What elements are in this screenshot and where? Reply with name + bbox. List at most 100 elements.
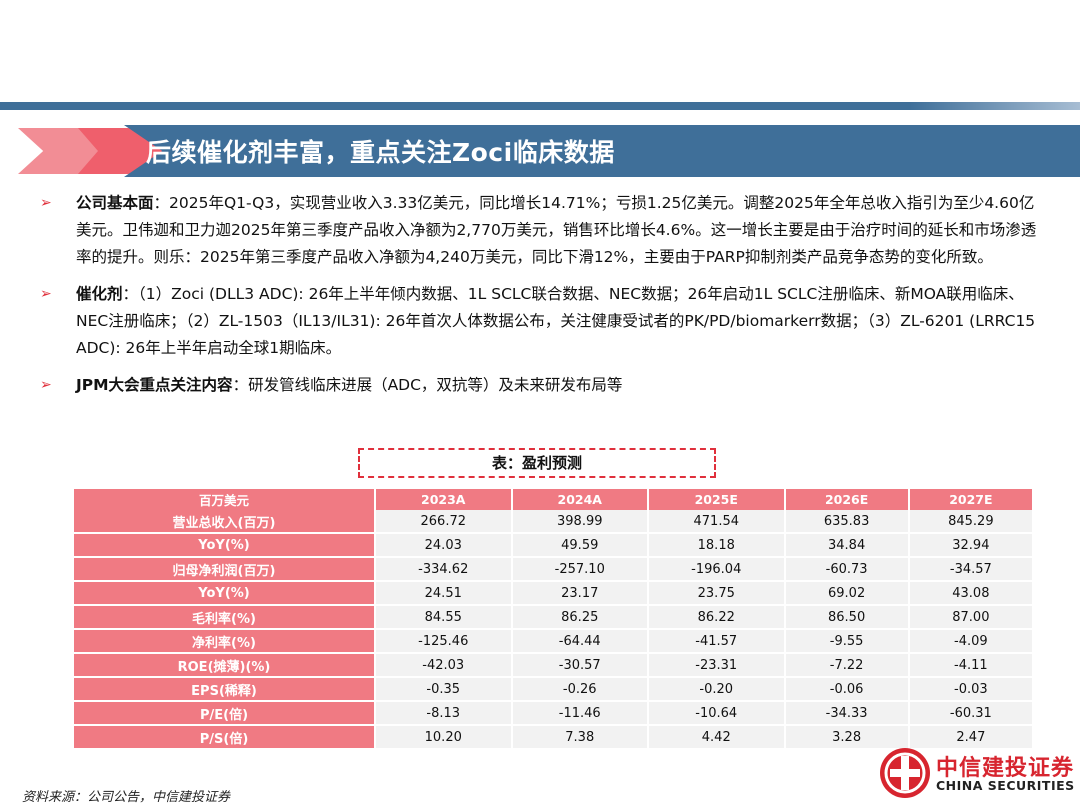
table-row: P/E(倍) -8.13 -11.46 -10.64 -34.33 -60.31 xyxy=(74,701,1035,726)
logo-emblem-icon xyxy=(880,748,930,798)
row-label: YoY(%) xyxy=(74,581,376,606)
header-cell: 2027E xyxy=(908,489,1035,510)
table-cell: -23.31 xyxy=(648,653,786,678)
table-cell: -41.57 xyxy=(648,629,786,654)
bullet-list: ➢ 公司基本面：2025年Q1-Q3，实现营业收入3.33亿美元，同比增长14.… xyxy=(40,190,1040,409)
table-cell: 18.18 xyxy=(648,533,786,558)
row-label: P/E(倍) xyxy=(74,701,376,726)
header-cell: 2024A xyxy=(511,489,649,510)
top-divider-bar xyxy=(0,102,1080,110)
arrow-bullet-icon: ➢ xyxy=(40,195,52,211)
bullet-catalysts: ➢ 催化剂：（1）Zoci (DLL3 ADC): 26年上半年倾内数据、1L … xyxy=(40,281,1040,362)
table-cell: 49.59 xyxy=(511,533,649,558)
table-cell: -125.46 xyxy=(375,629,513,654)
title-background xyxy=(124,125,1080,177)
table-cell: 34.84 xyxy=(784,533,910,558)
table-cell: -34.57 xyxy=(908,557,1035,582)
table-cell: -11.46 xyxy=(511,701,649,726)
table-cell: 24.03 xyxy=(375,533,513,558)
table-row: ROE(摊薄)(%) -42.03 -30.57 -23.31 -7.22 -4.11 xyxy=(74,653,1035,678)
table-cell: -257.10 xyxy=(511,557,649,582)
row-label: 毛利率(%) xyxy=(74,605,376,630)
table-cell: 86.50 xyxy=(784,605,910,630)
table-cell: 32.94 xyxy=(908,533,1035,558)
table-row: 营业总收入(百万) 266.72 398.99 471.54 635.83 845.29 xyxy=(74,510,1035,534)
header-cell: 百万美元 xyxy=(74,489,376,510)
table-cell: -0.03 xyxy=(908,677,1035,702)
table-cell: -0.20 xyxy=(648,677,786,702)
table-cell: 86.22 xyxy=(648,605,786,630)
table-cell: 24.51 xyxy=(375,581,513,606)
row-label: EPS(稀释) xyxy=(74,677,376,702)
arrow-bullet-icon: ➢ xyxy=(40,377,52,393)
table-cell: 43.08 xyxy=(908,581,1035,606)
table-cell: -9.55 xyxy=(784,629,910,654)
row-label: 归母净利润(百万) xyxy=(74,557,376,582)
table-cell: -30.57 xyxy=(511,653,649,678)
table-cell: 10.20 xyxy=(375,725,513,750)
bullet-label: 公司基本面 xyxy=(76,194,154,212)
bullet-label: JPM大会重点关注内容 xyxy=(76,376,233,394)
table-cell: 266.72 xyxy=(375,510,513,534)
table-cell: 471.54 xyxy=(648,510,786,534)
table-cell: -4.09 xyxy=(908,629,1035,654)
row-label: ROE(摊薄)(%) xyxy=(74,653,376,678)
header-cell: 2023A xyxy=(375,489,513,510)
table-row: 归母净利润(百万) -334.62 -257.10 -196.04 -60.73 -34.… xyxy=(74,557,1035,582)
header-cell: 2025E xyxy=(648,489,786,510)
table-row: P/S(倍) 10.20 7.38 4.42 3.28 2.47 xyxy=(74,725,1035,750)
slide-title: 后续催化剂丰富，重点关注Zoci临床数据 xyxy=(146,138,615,167)
table-caption: 表：盈利预测 xyxy=(358,448,716,478)
table-cell: 86.25 xyxy=(511,605,649,630)
table-row: 毛利率(%) 84.55 86.25 86.22 86.50 87.00 xyxy=(74,605,1035,630)
table-cell: -0.35 xyxy=(375,677,513,702)
top-divider-fade xyxy=(910,102,1080,110)
company-logo: 中信建投证券 CHINA SECURITIES xyxy=(880,746,1080,802)
table-cell: 4.42 xyxy=(648,725,786,750)
table-cell: 87.00 xyxy=(908,605,1035,630)
table-cell: -60.73 xyxy=(784,557,910,582)
table-cell: -42.03 xyxy=(375,653,513,678)
table-cell: -34.33 xyxy=(784,701,910,726)
bullet-label: 催化剂 xyxy=(76,285,123,303)
table-cell: 2.47 xyxy=(908,725,1035,750)
table-cell: -8.13 xyxy=(375,701,513,726)
row-label: P/S(倍) xyxy=(74,725,376,750)
table-cell: 69.02 xyxy=(784,581,910,606)
logo-chinese-text: 中信建投证券 xyxy=(936,755,1075,781)
table-row: YoY(%) 24.51 23.17 23.75 69.02 43.08 xyxy=(74,581,1035,606)
table-cell: -10.64 xyxy=(648,701,786,726)
table-row: 净利率(%) -125.46 -64.44 -41.57 -9.55 -4.09 xyxy=(74,629,1035,654)
arrow-bullet-icon: ➢ xyxy=(40,286,52,302)
table-cell: 23.17 xyxy=(511,581,649,606)
table-row: YoY(%) 24.03 49.59 18.18 34.84 32.94 xyxy=(74,533,1035,558)
table-cell: 3.28 xyxy=(784,725,910,750)
table-cell: 84.55 xyxy=(375,605,513,630)
bullet-text: ：（1）Zoci (DLL3 ADC): 26年上半年倾内数据、1L SCLC联… xyxy=(76,285,1036,357)
bullet-jpm: ➢ JPM大会重点关注内容：研发管线临床进展（ADC，双抗等）及未来研发布局等 xyxy=(40,372,1040,399)
table-row: EPS(稀释) -0.35 -0.26 -0.20 -0.06 -0.03 xyxy=(74,677,1035,702)
table-cell: 845.29 xyxy=(908,510,1035,534)
row-label: 营业总收入(百万) xyxy=(74,510,376,534)
table-cell: -7.22 xyxy=(784,653,910,678)
table-cell: 635.83 xyxy=(784,510,910,534)
earnings-forecast-table: 百万美元 2023A 2024A 2025E 2026E 2027E 营业总收入… xyxy=(74,489,1035,750)
table-cell: -64.44 xyxy=(511,629,649,654)
header-cell: 2026E xyxy=(784,489,910,510)
table-cell: 398.99 xyxy=(511,510,649,534)
row-label: YoY(%) xyxy=(74,533,376,558)
table-cell: -4.11 xyxy=(908,653,1035,678)
table-cell: -60.31 xyxy=(908,701,1035,726)
table-header-row: 百万美元 2023A 2024A 2025E 2026E 2027E xyxy=(74,489,1035,510)
table-cell: -0.26 xyxy=(511,677,649,702)
slide-title-banner: 后续催化剂丰富，重点关注Zoci临床数据 xyxy=(18,125,1080,177)
bullet-fundamentals: ➢ 公司基本面：2025年Q1-Q3，实现营业收入3.33亿美元，同比增长14.… xyxy=(40,190,1040,271)
bullet-text: ：研发管线临床进展（ADC，双抗等）及未来研发布局等 xyxy=(232,376,623,394)
source-note: 资料来源：公司公告，中信建投证券 xyxy=(22,790,231,805)
table-cell: -334.62 xyxy=(375,557,513,582)
bullet-text: ：2025年Q1-Q3，实现营业收入3.33亿美元，同比增长14.71%；亏损1… xyxy=(76,194,1037,266)
logo-english-text: CHINA SECURITIES xyxy=(936,778,1075,793)
table-cell: -196.04 xyxy=(648,557,786,582)
table-cell: 23.75 xyxy=(648,581,786,606)
row-label: 净利率(%) xyxy=(74,629,376,654)
